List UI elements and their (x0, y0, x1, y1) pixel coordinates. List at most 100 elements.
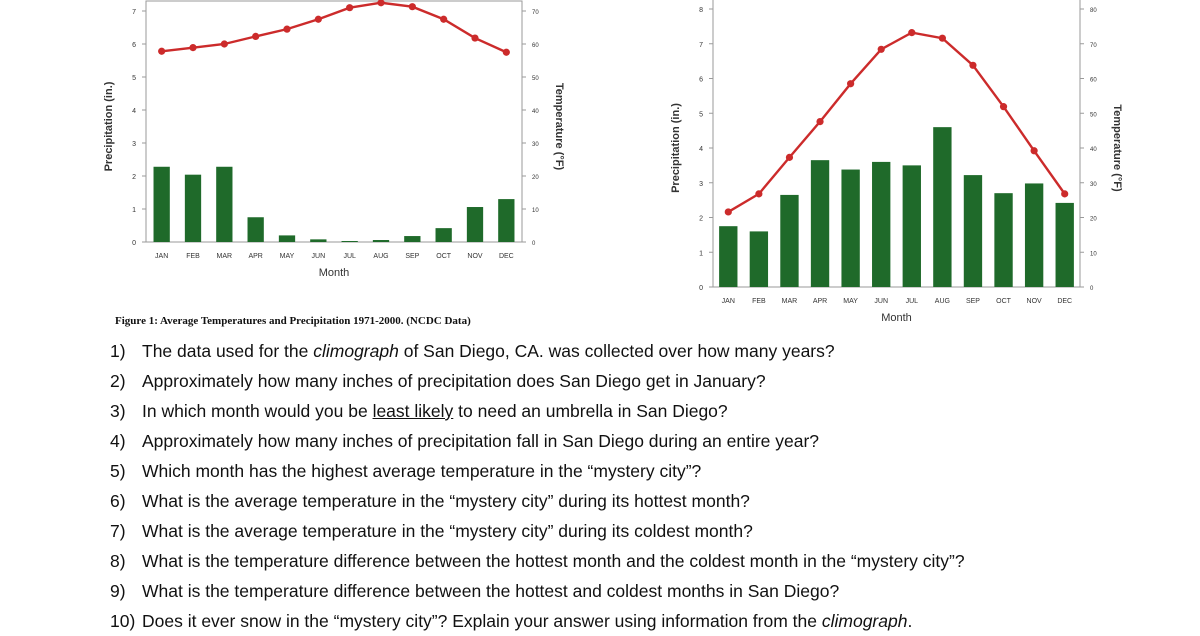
question-text: What is the temperature difference betwe… (142, 546, 965, 576)
y-tick-label: 1 (132, 207, 136, 214)
precip-bar (404, 236, 421, 242)
temperature-point (999, 103, 1008, 111)
y2-tick-label: 50 (1090, 112, 1097, 118)
y2-tick-label: 50 (532, 76, 539, 82)
temperature-point (283, 25, 291, 33)
temperature-point (408, 3, 416, 11)
x-tick-label: JUN (874, 298, 888, 305)
question-number: 10) (110, 611, 136, 631)
question-number: 1) (110, 341, 126, 361)
y-tick-label: 2 (132, 174, 136, 181)
x-tick-label: NOV (1027, 298, 1043, 305)
question-number: 5) (110, 461, 126, 481)
plot-frame (145, 0, 523, 243)
x-tick-label: MAR (217, 253, 233, 260)
precip-bar (498, 199, 515, 242)
y2-tick-label: 0 (1090, 286, 1094, 292)
x-tick-label: SEP (966, 298, 980, 305)
x-tick-label: OCT (996, 298, 1012, 305)
temperature-line (727, 31, 1066, 213)
x-tick-label: JAN (155, 253, 168, 260)
temperature-point (158, 47, 166, 55)
precip-bar (184, 174, 202, 242)
y2-tick-label: 10 (532, 208, 539, 214)
temperature-point (816, 117, 824, 126)
question-number: 6) (110, 491, 126, 511)
precip-bar (1024, 183, 1044, 287)
y-tick-label: 5 (132, 75, 136, 82)
y2-tick-label: 40 (1090, 147, 1097, 153)
temperature-point (908, 29, 916, 37)
x-tick-label: APR (248, 253, 262, 260)
temperature-point (785, 153, 794, 161)
y-tick-label: 6 (699, 77, 703, 84)
question-item: 8) What is the temperature difference bet… (110, 546, 1200, 576)
y2-tick-label: 70 (532, 10, 539, 16)
y2-tick-label: 60 (1090, 78, 1097, 84)
x-tick-label: NOV (467, 253, 483, 260)
y2-tick-label: 0 (532, 241, 536, 247)
x-tick-label: FEB (752, 298, 766, 305)
question-text: Does it ever snow in the “mystery city”?… (142, 606, 912, 636)
precip-bar (719, 226, 738, 287)
temperature-point (847, 80, 855, 88)
question-text: What is the average temperature in the “… (142, 486, 750, 516)
question-text-part: What is the average temperature in the “… (142, 521, 753, 541)
y2-tick-label: 10 (1090, 251, 1097, 257)
precip-bar (153, 166, 170, 242)
temperature-point (440, 15, 448, 23)
temperature-point (346, 4, 354, 12)
precip-bar (933, 127, 952, 288)
x-tick-label: JAN (722, 298, 735, 305)
x-tick-label: JUN (312, 253, 326, 260)
x-tick-label: JUL (343, 253, 356, 260)
question-item: 9) What is the temperature difference bet… (110, 576, 1200, 606)
y-tick-label: 2 (699, 216, 703, 223)
precip-bar (963, 175, 983, 287)
figure-caption: Figure 1: Average Temperatures and Preci… (115, 315, 471, 327)
question-item: 5) Which month has the highest average te… (110, 456, 1200, 486)
question-text-part: What is the average temperature in the “… (142, 491, 750, 511)
y-tick-label: 4 (699, 146, 703, 153)
x-tick-label: APR (813, 298, 827, 305)
y2-axis-title: Temperature (°F) (553, 83, 565, 171)
question-item: 10) Does it ever snow in the “mystery cit… (110, 606, 1200, 636)
question-text-part: In which month would you be (142, 401, 373, 421)
y2-tick-label: 60 (532, 43, 539, 49)
precip-bar (1055, 202, 1074, 287)
y-tick-label: 3 (699, 181, 703, 188)
question-text-part: climograph (821, 611, 908, 631)
precip-bar (278, 235, 296, 242)
question-text-part: The data used for the (142, 341, 314, 361)
y-tick-label: 7 (699, 42, 703, 49)
x-tick-label: DEC (1057, 298, 1072, 305)
question-text-part: Does it ever snow in the “mystery city”?… (142, 611, 822, 631)
x-tick-label: MAY (843, 298, 858, 305)
y2-tick-label: 80 (1090, 8, 1097, 14)
temperature-point (755, 190, 763, 198)
question-text-part: What is the temperature difference betwe… (142, 551, 965, 571)
question-text-part: to need an umbrella in San Diego? (453, 401, 728, 421)
x-tick-label: OCT (436, 253, 452, 260)
x-axis-title: Month (319, 267, 350, 279)
question-text-part: Approximately how many inches of precipi… (142, 431, 820, 451)
precip-bar (810, 160, 830, 287)
precip-bar (247, 217, 264, 242)
temperature-point (969, 61, 977, 69)
x-tick-label: JUL (906, 298, 919, 305)
question-number: 3) (110, 401, 126, 421)
temperature-point (502, 48, 510, 56)
question-item: 4) Approximately how many inches of preci… (110, 426, 1200, 456)
question-text-part: of San Diego, CA. was collected over how… (398, 341, 835, 361)
y-tick-label: 4 (132, 108, 136, 115)
x-tick-label: SEP (405, 253, 419, 260)
question-text-part: least likely (372, 401, 454, 421)
y-tick-label: 8 (699, 7, 703, 14)
temperature-point (252, 32, 260, 41)
temperature-point (377, 0, 385, 7)
question-text: What is the average temperature in the “… (142, 516, 753, 546)
y-tick-label: 3 (132, 141, 136, 148)
precip-bar (466, 207, 484, 242)
